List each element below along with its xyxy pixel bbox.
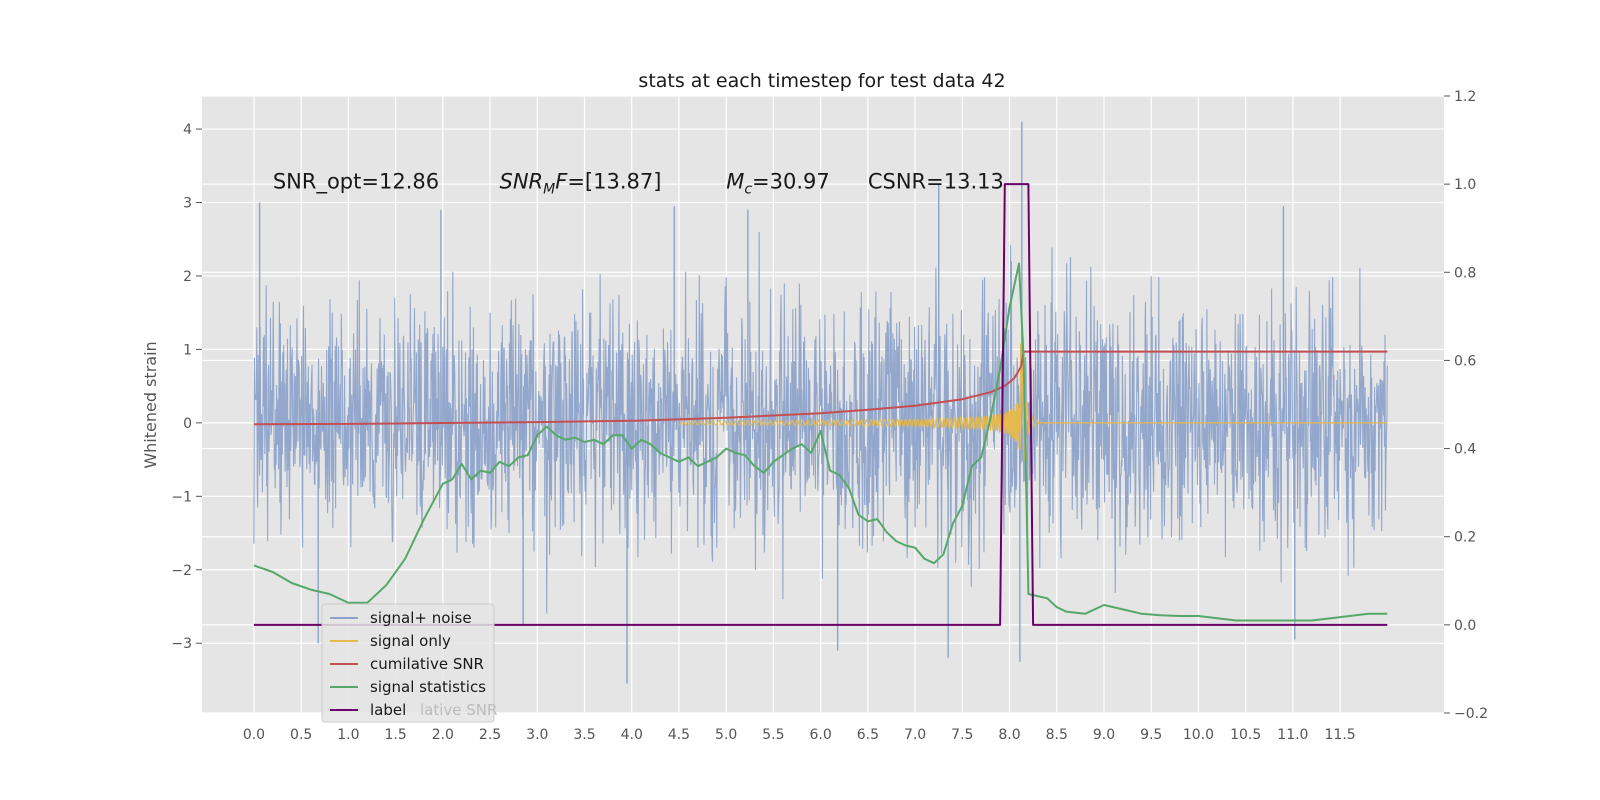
y2-tick-label: −0.2 [1454, 706, 1488, 722]
y2-tick-label: 1.2 [1454, 89, 1476, 105]
x-tick-label: 1.0 [337, 727, 359, 743]
annotation: SNRMF=[13.87] [500, 169, 662, 197]
x-tick-label: 4.0 [621, 727, 643, 743]
y-tick-label: 4 [183, 122, 192, 138]
x-tick-label: 10.0 [1183, 727, 1214, 743]
legend-ghost-text: lative SNR [420, 701, 497, 719]
y2-tick-label: 0.4 [1454, 442, 1476, 458]
annotation: CSNR=13.13 [868, 169, 1004, 193]
series-cumulative-snr [253, 350, 1388, 426]
y-axis-label: Whitened strain [141, 341, 160, 468]
y2-tick-label: 0.6 [1454, 353, 1476, 369]
x-tick-label: 5.0 [715, 727, 737, 743]
legend-label: signal statistics [370, 678, 486, 696]
x-tick-label: 3.5 [573, 727, 595, 743]
y-tick-label: −3 [171, 636, 192, 652]
legend-label: cumilative SNR [370, 655, 484, 673]
series-signal-statistics [253, 262, 1388, 622]
x-tick-label: 11.5 [1325, 727, 1356, 743]
y-axis-ticks: −3 −2 −1 0 1 2 3 4 [171, 122, 202, 652]
y2-tick-label: 1.0 [1454, 177, 1476, 193]
legend-label: signal+ noise [370, 609, 472, 627]
x-tick-label: 1.5 [384, 727, 406, 743]
x-tick-label: 2.5 [479, 727, 501, 743]
series-signal-noise [253, 231, 1388, 614]
legend-box [321, 603, 495, 723]
x-tick-label: 7.0 [904, 727, 926, 743]
annotation: Mc=30.97 [726, 169, 830, 197]
x-tick-label: 11.0 [1277, 727, 1308, 743]
y2-axis-ticks: −0.2 0.0 0.2 0.4 0.6 0.8 1.0 1.2 [1444, 89, 1488, 722]
y2-tick-label: 0.2 [1454, 530, 1476, 546]
x-tick-label: 5.5 [762, 727, 784, 743]
x-tick-label: 3.0 [526, 727, 548, 743]
y2-tick-label: 0.8 [1454, 265, 1476, 281]
x-tick-label: 6.0 [810, 727, 832, 743]
series-layer [253, 121, 1388, 684]
annotations: SNR_opt=12.86 SNRMF=[13.87] Mc=30.97 CSNR=1… [273, 169, 1004, 197]
legend-label: signal only [370, 632, 451, 650]
x-tick-label: 0.0 [243, 727, 265, 743]
x-tick-label: 9.0 [1093, 727, 1115, 743]
x-tick-label: 7.5 [951, 727, 973, 743]
x-tick-label: 2.0 [432, 727, 454, 743]
y-tick-label: 1 [183, 342, 192, 358]
x-tick-label: 8.0 [998, 727, 1020, 743]
x-tick-label: 6.5 [857, 727, 879, 743]
legend: signal+ noise signal only cumilative SNR si… [321, 603, 497, 723]
y-tick-label: −1 [171, 489, 192, 505]
x-tick-label: 8.5 [1046, 727, 1068, 743]
y-tick-label: 0 [183, 416, 192, 432]
y-tick-label: 2 [183, 269, 192, 285]
x-tick-label: 4.5 [668, 727, 690, 743]
x-tick-label: 10.5 [1230, 727, 1261, 743]
y2-tick-label: 0.0 [1454, 618, 1476, 634]
legend-label: label [370, 701, 406, 719]
y-tick-label: 3 [183, 196, 192, 212]
y-tick-label: −2 [171, 563, 192, 579]
x-axis-ticks: 0.0 0.5 1.0 1.5 2.0 2.5 3.0 3.5 4.0 4.5 5.0 5.5 6.0 6… [243, 727, 1356, 743]
series-label [253, 183, 1388, 626]
x-tick-label: 0.5 [290, 727, 312, 743]
chart-title: stats at each timestep for test data 42 [638, 70, 1005, 92]
x-tick-label: 9.5 [1140, 727, 1162, 743]
series-signal-only [678, 343, 1388, 461]
annotation: SNR_opt=12.86 [273, 169, 439, 194]
